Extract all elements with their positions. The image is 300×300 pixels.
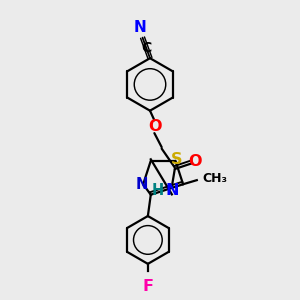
- Text: CH₃: CH₃: [202, 172, 228, 185]
- Text: N: N: [165, 183, 178, 198]
- Text: H: H: [152, 183, 164, 198]
- Text: O: O: [188, 154, 202, 169]
- Text: N: N: [134, 20, 147, 35]
- Text: F: F: [142, 279, 153, 294]
- Text: S: S: [171, 152, 182, 167]
- Text: O: O: [148, 119, 162, 134]
- Text: C: C: [141, 41, 151, 55]
- Text: N: N: [135, 177, 148, 192]
